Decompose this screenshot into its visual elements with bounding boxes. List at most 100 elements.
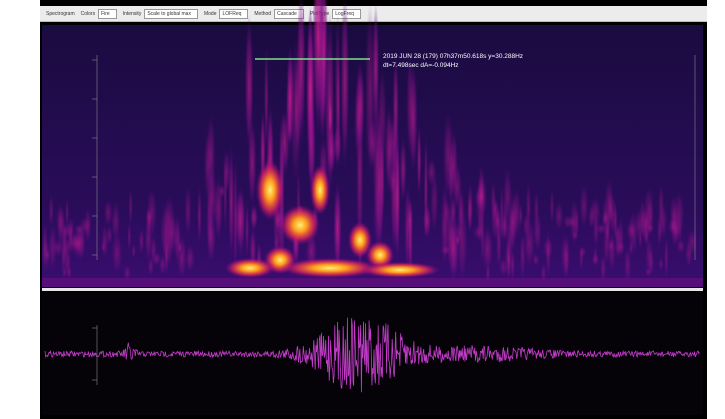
- toolbar-label: Colors: [80, 10, 96, 17]
- waveform: [44, 317, 700, 393]
- spectral-energy: [131, 243, 136, 259]
- spectral-energy: [106, 224, 113, 246]
- toolbar-item: Intensity Scale to global max: [122, 8, 198, 19]
- toolbar: Spectrogram Colors Fire Intensity Scale to g…: [40, 6, 707, 22]
- dropdown[interactable]: Fire: [98, 8, 117, 19]
- spectral-energy: [373, 107, 386, 257]
- toolbar-label: Mode: [203, 10, 217, 17]
- spectral-energy: [52, 238, 65, 258]
- spectral-energy: [48, 193, 54, 229]
- spectral-energy: [128, 185, 133, 228]
- spectral-energy: [549, 187, 555, 226]
- toolbar-label: Method: [254, 10, 272, 17]
- annotation-line: 2019 JUN 28 (179) 07h37m50.618s y=30.288…: [383, 53, 523, 60]
- spectral-peak: [366, 241, 394, 269]
- spectral-energy: [578, 246, 587, 259]
- spectral-peak: [256, 160, 284, 220]
- spectral-energy: [394, 123, 401, 267]
- spectral-energy: [206, 209, 217, 265]
- dropdown[interactable]: LOFReq: [219, 8, 249, 19]
- spectral-energy: [644, 267, 652, 278]
- spectrogram-image: [41, 0, 703, 287]
- spectral-energy: [55, 202, 65, 237]
- spectral-energy: [684, 239, 694, 269]
- toolbar-item: Spectrogram: [46, 11, 75, 17]
- spectral-energy: [494, 208, 502, 234]
- spectral-energy: [100, 240, 106, 254]
- spectral-energy: [506, 202, 518, 242]
- spectral-energy: [61, 233, 69, 264]
- spectral-energy: [159, 253, 166, 276]
- spectral-energy: [422, 202, 432, 240]
- spectral-energy: [664, 233, 669, 282]
- spectral-energy: [440, 179, 449, 272]
- spectral-energy: [68, 221, 73, 250]
- spectral-energy: [667, 217, 679, 236]
- spectral-energy: [545, 229, 552, 281]
- spectral-peak: [280, 205, 320, 245]
- spectral-energy: [532, 210, 542, 253]
- spectral-energy: [634, 207, 644, 243]
- spectral-peak: [348, 222, 372, 258]
- spectral-energy: [615, 239, 626, 256]
- dropdown[interactable]: Scale to global max: [144, 8, 198, 19]
- spectral-energy: [184, 183, 192, 239]
- spectral-energy: [353, 83, 362, 161]
- spectral-energy: [166, 211, 178, 257]
- spectral-energy: [476, 206, 484, 246]
- spectral-energy: [518, 202, 523, 229]
- spectral-energy: [506, 233, 512, 285]
- spectral-energy: [510, 247, 516, 283]
- spectral-energy: [123, 264, 132, 282]
- spectral-energy: [457, 186, 465, 237]
- spectral-energy: [213, 175, 224, 242]
- spectral-energy: [449, 195, 457, 228]
- spectral-energy: [296, 0, 306, 149]
- spectral-energy: [657, 202, 669, 241]
- panel-separator: [42, 288, 703, 291]
- spectrogram-floor: [42, 278, 703, 287]
- spectral-energy: [127, 220, 132, 253]
- spectral-energy: [658, 257, 664, 271]
- spectral-energy: [481, 224, 494, 274]
- spectral-energy: [249, 203, 258, 232]
- spectral-energy: [646, 222, 655, 234]
- spectral-energy: [177, 240, 182, 255]
- spectral-energy: [247, 116, 257, 209]
- spectral-energy: [144, 216, 153, 264]
- spectral-peak: [280, 258, 380, 278]
- toolbar-label: Intensity: [122, 10, 142, 17]
- spectral-energy: [235, 183, 246, 261]
- spectral-energy: [442, 109, 454, 204]
- spectral-energy: [245, 198, 250, 260]
- spectral-energy: [447, 215, 459, 283]
- annotation-line: dt=7.498sec dA=-0.094Hz: [383, 62, 459, 69]
- spectral-energy: [430, 168, 439, 235]
- spectral-energy: [185, 243, 196, 274]
- spectral-energy: [590, 253, 600, 267]
- spectral-energy: [111, 229, 123, 276]
- spectral-energy: [454, 233, 461, 247]
- spectral-energy: [523, 216, 536, 270]
- spectral-energy: [607, 238, 615, 253]
- spectral-energy: [84, 205, 92, 246]
- spectral-energy: [579, 182, 589, 230]
- spectral-energy: [408, 60, 418, 176]
- spectral-energy: [554, 200, 564, 232]
- spectral-peak: [225, 258, 275, 278]
- spectral-energy: [399, 136, 407, 204]
- spectral-energy: [340, 0, 350, 173]
- toolbar-label: Spectrogram: [46, 10, 75, 17]
- spectral-energy: [612, 202, 618, 241]
- spectral-energy: [499, 182, 504, 238]
- spectral-energy: [152, 251, 162, 266]
- spectral-energy: [498, 257, 508, 277]
- spectral-energy: [563, 237, 570, 283]
- spectral-energy: [70, 229, 83, 259]
- spectral-energy: [103, 198, 113, 227]
- spectral-energy: [364, 3, 376, 180]
- spectral-energy: [416, 122, 422, 199]
- spectral-energy: [222, 148, 231, 197]
